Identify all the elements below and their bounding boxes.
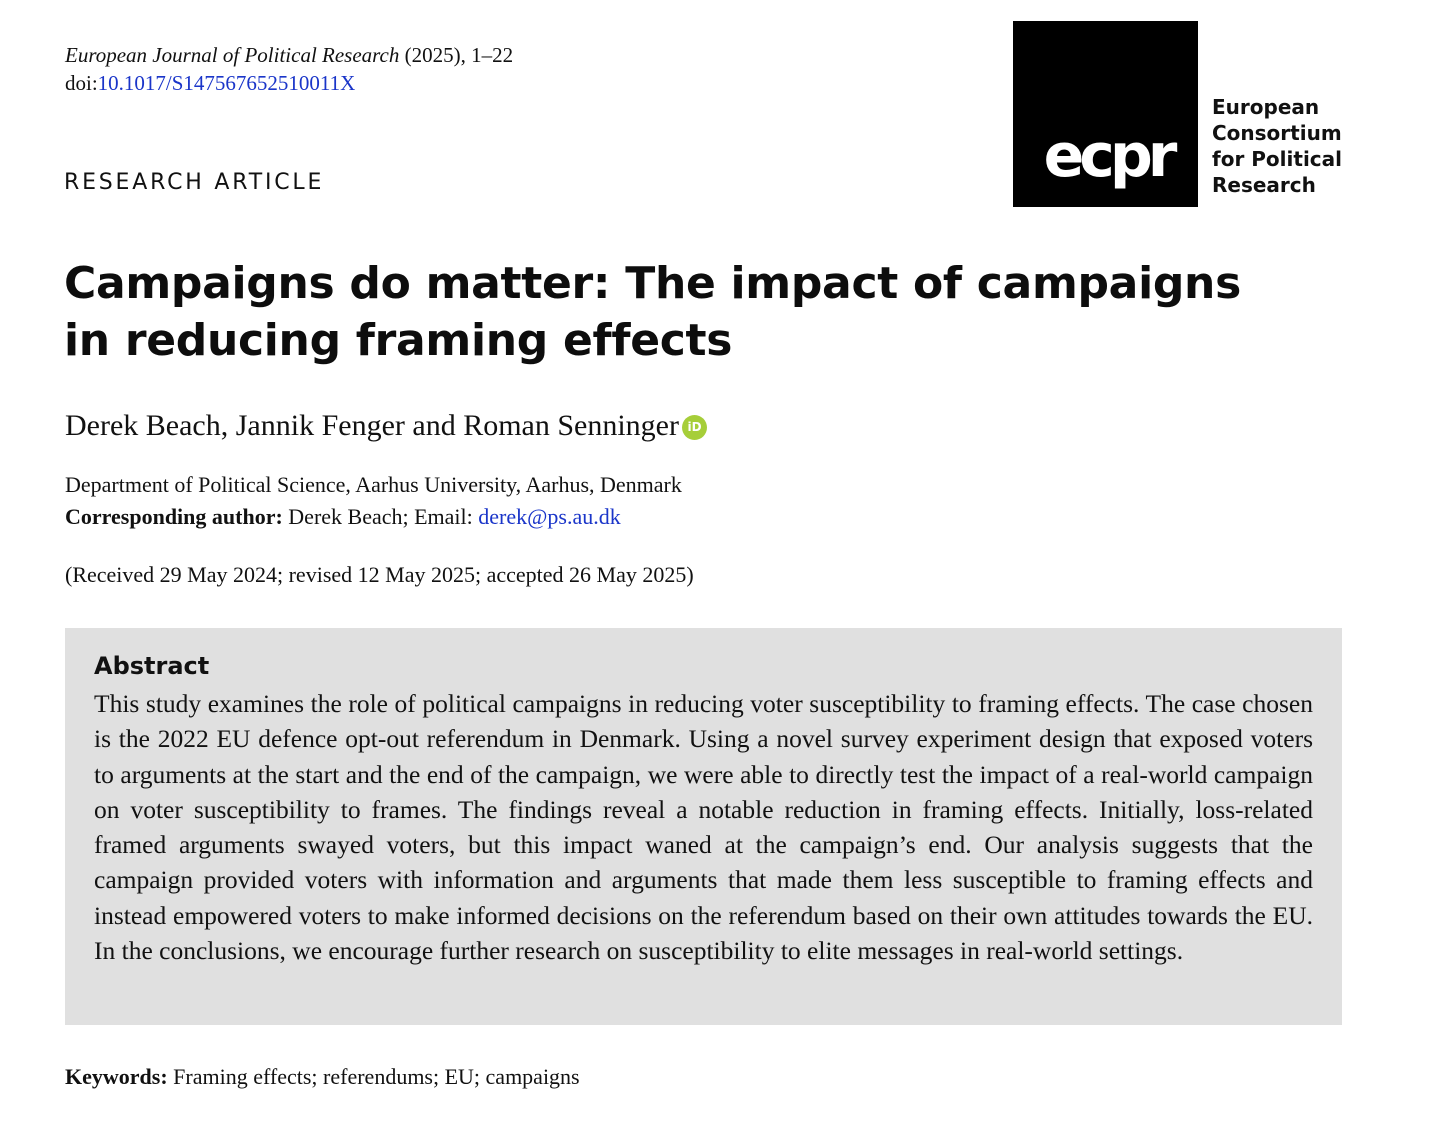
doi-link[interactable]: 10.1017/S147567652510011X	[97, 71, 356, 95]
title-line: Campaigns do matter: The impact of campa…	[64, 258, 1241, 309]
corresponding-text: Derek Beach; Email:	[282, 504, 479, 529]
doi-prefix: doi:	[65, 71, 98, 95]
ecpr-logo-word: ecpr	[1043, 121, 1178, 191]
title-line: in reducing framing effects	[64, 315, 733, 366]
doi-line: doi:10.1017/S147567652510011X	[65, 70, 355, 97]
orcid-icon[interactable]: iD	[682, 415, 707, 440]
affiliation: Department of Political Science, Aarhus …	[65, 472, 682, 497]
keywords-text: Framing effects; referendums; EU; campai…	[167, 1064, 580, 1089]
received-dates: (Received 29 May 2024; revised 12 May 20…	[65, 562, 694, 587]
ecpr-logo: ecpr	[1013, 21, 1198, 207]
abstract-panel: Abstract This study examines the role of…	[65, 628, 1342, 1025]
email-link[interactable]: derek@ps.au.dk	[478, 504, 621, 529]
logo-line: for Political	[1212, 147, 1342, 171]
corresponding-label: Corresponding author:	[65, 504, 283, 529]
logo-line: Research	[1212, 173, 1316, 197]
journal-name: European Journal of Political Research	[65, 43, 400, 67]
corresponding-author: Corresponding author: Derek Beach; Email…	[65, 502, 621, 532]
keywords: Keywords: Framing effects; referendums; …	[65, 1062, 580, 1092]
keywords-label: Keywords:	[65, 1064, 168, 1089]
article-type-label: RESEARCH ARTICLE	[64, 170, 325, 195]
author-names: Derek Beach, Jannik Fenger and Roman Sen…	[65, 409, 679, 442]
logo-line: Consortium	[1212, 121, 1342, 145]
abstract-body: This study examines the role of politica…	[94, 689, 1313, 966]
abstract-heading: Abstract	[94, 652, 210, 680]
author-list: Derek Beach, Jannik Fenger and Roman Sen…	[65, 407, 707, 445]
journal-volume-pages: (2025), 1–22	[399, 43, 514, 67]
article-title: Campaigns do matter: The impact of campa…	[64, 255, 1264, 369]
logo-line: European	[1212, 95, 1320, 119]
journal-citation: European Journal of Political Research (…	[65, 42, 513, 69]
ecpr-logo-text: European Consortium for Political Resear…	[1212, 94, 1342, 198]
